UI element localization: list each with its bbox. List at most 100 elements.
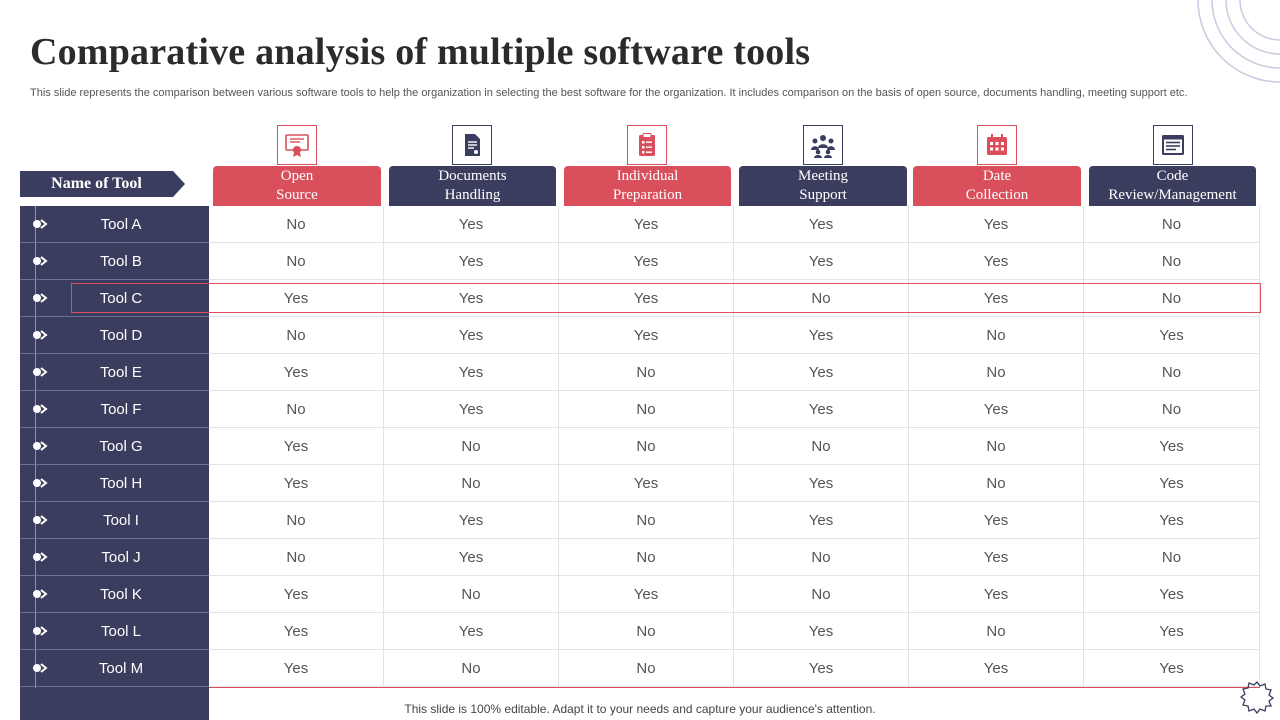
name-of-tool-header: Name of Tool [20, 171, 185, 197]
table-cell: Yes [1084, 613, 1260, 650]
table-row: Tool K Yes No Yes No Yes Yes [20, 576, 1260, 613]
table-cell: Yes [384, 391, 559, 428]
icon-box-documents [452, 125, 492, 165]
table-cell: Yes [559, 317, 734, 354]
icon-box-open-source [277, 125, 317, 165]
table-row: Tool L Yes Yes No Yes No Yes [20, 613, 1260, 650]
table-cell: No [909, 354, 1084, 391]
table-cell: Yes [209, 428, 384, 465]
table-cell: No [1084, 391, 1260, 428]
table-row: Tool D No Yes Yes Yes No Yes [20, 317, 1260, 354]
tool-name-cell: Tool E [20, 354, 209, 391]
table-cell: Yes [384, 502, 559, 539]
table-cell: No [1084, 280, 1260, 317]
table-cell: Yes [1084, 428, 1260, 465]
column-header-label: Date Collection [965, 168, 1029, 203]
column-header-documents-handling: Documents Handling [389, 166, 556, 206]
table-cell: Yes [384, 243, 559, 280]
tool-name-label: Tool H [99, 475, 143, 492]
table-cell: No [384, 428, 559, 465]
table-cell: No [559, 502, 734, 539]
table-cell: Yes [384, 539, 559, 576]
table-cell: Yes [734, 465, 909, 502]
table-cell: No [209, 539, 384, 576]
table-cell: No [559, 650, 734, 687]
table-cell: Yes [1084, 317, 1260, 354]
column-header-label: Individual Preparation [612, 168, 683, 203]
table-cell: No [209, 317, 384, 354]
table-cell: Yes [909, 280, 1084, 317]
page-title: Comparative analysis of multiple softwar… [30, 31, 811, 73]
tool-name-label: Tool G [99, 438, 143, 455]
gear-outline-icon [1239, 681, 1275, 715]
table-row: Tool J No Yes No No Yes No [20, 539, 1260, 576]
table-cell: Yes [559, 206, 734, 243]
table-bottom-rule [209, 687, 1260, 688]
icon-box-preparation [627, 125, 667, 165]
table-cell: Yes [209, 465, 384, 502]
table-cell: No [209, 502, 384, 539]
column-header-code-review: Code Review/Management [1089, 166, 1256, 206]
table-cell: No [209, 206, 384, 243]
bullet-arrow-icon [33, 256, 48, 266]
column-header-individual-preparation: Individual Preparation [564, 166, 731, 206]
tool-name-label: Tool D [99, 327, 143, 344]
bullet-arrow-icon [33, 515, 48, 525]
tool-name-cell: Tool H [20, 465, 209, 502]
bullet-arrow-icon [33, 441, 48, 451]
footer-note: This slide is 100% editable. Adapt it to… [404, 702, 876, 716]
bullet-arrow-icon [33, 626, 48, 636]
table-cell: Yes [559, 465, 734, 502]
table-row: Tool H Yes No Yes Yes No Yes [20, 465, 1260, 502]
clipboard-icon [639, 133, 655, 156]
tool-name-label: Tool I [103, 512, 139, 529]
table-cell: No [734, 539, 909, 576]
table-cell: Yes [909, 502, 1084, 539]
table-cell: No [1084, 243, 1260, 280]
table-cell: Yes [734, 354, 909, 391]
bullet-arrow-icon [33, 663, 48, 673]
tool-name-cell: Tool I [20, 502, 209, 539]
tool-name-cell: Tool D [20, 317, 209, 354]
table-cell: No [909, 428, 1084, 465]
table-cell: No [909, 317, 1084, 354]
tool-name-cell: Tool F [20, 391, 209, 428]
tool-name-cell: Tool B [20, 243, 209, 280]
table-cell: Yes [384, 206, 559, 243]
table-cell: Yes [909, 206, 1084, 243]
tool-name-cell: Tool A [20, 206, 209, 243]
table-cell: Yes [734, 613, 909, 650]
certificate-icon [285, 134, 309, 157]
tool-name-label: Tool E [100, 364, 142, 381]
table-cell: Yes [384, 317, 559, 354]
table-cell: No [559, 428, 734, 465]
table-cell: No [384, 465, 559, 502]
table-cell: No [559, 539, 734, 576]
bullet-arrow-icon [33, 293, 48, 303]
bullet-arrow-icon [33, 330, 48, 340]
table-cell: Yes [384, 354, 559, 391]
tool-name-label: Tool F [100, 401, 142, 418]
page-subtitle: This slide represents the comparison bet… [30, 87, 1188, 99]
table-cell: Yes [734, 502, 909, 539]
bullet-arrow-icon [33, 552, 48, 562]
table-cell: No [1084, 354, 1260, 391]
bullet-arrow-icon [33, 404, 48, 414]
tool-sidebar [20, 206, 209, 720]
table-cell: No [1084, 539, 1260, 576]
table-cell: Yes [209, 576, 384, 613]
table-cell: Yes [559, 280, 734, 317]
table-cell: No [559, 354, 734, 391]
table-row: Tool F No Yes No Yes Yes No [20, 391, 1260, 428]
bullet-arrow-icon [33, 367, 48, 377]
table-cell: Yes [559, 243, 734, 280]
table-row: Tool G Yes No No No No Yes [20, 428, 1260, 465]
bullet-arrow-icon [33, 478, 48, 488]
icon-box-date-collection [977, 125, 1017, 165]
table-cell: Yes [909, 539, 1084, 576]
bullet-arrow-icon [33, 589, 48, 599]
code-window-icon [1162, 135, 1184, 155]
table-cell: No [209, 391, 384, 428]
table-cell: No [1084, 206, 1260, 243]
table-cell: Yes [1084, 650, 1260, 687]
